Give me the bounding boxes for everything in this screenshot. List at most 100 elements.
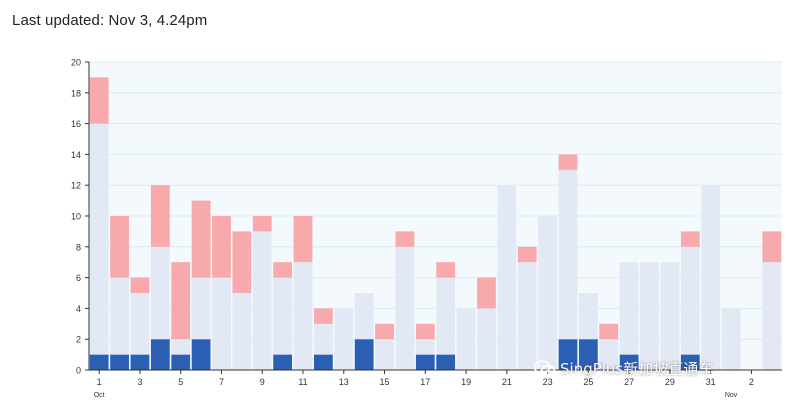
- y-tick-label: 16: [71, 119, 81, 129]
- bar-segment-dark: [89, 354, 109, 370]
- bar-segment-pink: [232, 231, 252, 293]
- bar-segment-light: [436, 277, 456, 355]
- bar-segment-light: [477, 308, 496, 370]
- bar-segment-light: [415, 339, 435, 355]
- bar-segment-pink: [273, 262, 293, 278]
- bar-segment-light: [375, 339, 394, 370]
- bar-segment-light: [660, 262, 680, 370]
- y-tick-label: 18: [71, 88, 81, 98]
- bar-segment-light: [599, 339, 619, 370]
- watermark: SingPlus新加坡直通车: [534, 358, 713, 379]
- bar-segment-pink: [599, 323, 619, 340]
- watermark-text: SingPlus新加坡直通车: [560, 360, 714, 378]
- x-tick-label: 9: [260, 377, 265, 387]
- bar-segment-pink: [110, 216, 129, 278]
- bar-segment-light: [212, 277, 231, 370]
- bar-segment-pink: [191, 200, 211, 278]
- bar-segment-pink: [293, 216, 313, 263]
- x-month-label: Nov: [725, 392, 738, 399]
- bar-segment-pink: [558, 154, 578, 170]
- x-tick-label: 11: [298, 377, 307, 387]
- bar-segment-dark: [578, 339, 598, 370]
- bar-segment-light: [762, 262, 782, 370]
- bar-segment-dark: [415, 354, 435, 370]
- bar-segment-light: [150, 246, 170, 340]
- last-updated-label: Last updated: Nov 3, 4.24pm: [12, 12, 208, 29]
- bar-segment-light: [191, 277, 211, 340]
- x-tick-label: 29: [665, 377, 675, 387]
- x-tick-label: 13: [339, 377, 349, 387]
- bar-segment-dark: [314, 354, 333, 370]
- bar-segment-pink: [517, 246, 537, 263]
- bar-segment-pink: [436, 262, 456, 278]
- bar-segment-dark: [150, 339, 170, 370]
- bar-segment-pink: [252, 216, 272, 232]
- bar-segment-light: [171, 339, 191, 355]
- x-tick-label: 27: [624, 377, 634, 387]
- bar-segment-dark: [171, 354, 191, 370]
- bar-segment-dark: [619, 354, 639, 370]
- bar-segment-light: [334, 308, 354, 370]
- bar-segment-pink: [212, 216, 231, 278]
- bar-segment-light: [130, 293, 150, 355]
- bar-segment-light: [619, 262, 639, 355]
- bar-segment-light: [232, 293, 252, 370]
- bar-segment-pink: [477, 277, 496, 309]
- y-tick-label: 10: [71, 212, 81, 222]
- bar-segment-pink: [375, 323, 394, 340]
- x-tick-label: 25: [583, 377, 593, 387]
- wechat-icon: [534, 359, 556, 377]
- y-tick-label: 20: [71, 58, 81, 68]
- bar-segment-light: [701, 185, 721, 370]
- bar-segment-dark: [110, 354, 129, 370]
- bar-segment-light: [456, 308, 476, 370]
- x-tick-label: 3: [137, 377, 142, 387]
- bar-segment-light: [578, 293, 598, 340]
- y-tick-label: 14: [71, 150, 81, 160]
- x-tick-label: 19: [461, 377, 471, 387]
- bar-segment-light: [497, 185, 517, 370]
- bar-segment-dark: [558, 339, 578, 370]
- bar-segment-pink: [762, 231, 782, 263]
- x-tick-label: 23: [543, 377, 553, 387]
- bar-segment-light: [273, 277, 293, 355]
- bar-segment-pink: [150, 185, 170, 247]
- x-month-label: Oct: [94, 392, 105, 399]
- bar-segment-light: [680, 246, 700, 355]
- bar-segment-dark: [273, 354, 293, 370]
- bar-segment-light: [89, 123, 109, 355]
- x-tick-label: 21: [502, 377, 512, 387]
- bar-segment-light: [293, 262, 313, 370]
- bars: [89, 77, 782, 370]
- bar-segment-dark: [191, 339, 211, 370]
- bar-segment-light: [517, 262, 537, 370]
- x-tick-label: 1: [97, 377, 102, 387]
- bar-segment-light: [640, 262, 659, 370]
- bar-segment-dark: [680, 354, 700, 370]
- x-tick-label: 7: [219, 377, 224, 387]
- bar-segment-light: [110, 277, 129, 355]
- bar-segment-pink: [130, 277, 150, 293]
- bar-segment-light: [252, 231, 272, 370]
- bar-segment-light: [354, 293, 374, 340]
- y-tick-label: 2: [76, 335, 81, 345]
- bar-segment-dark: [354, 339, 374, 370]
- bar-segment-light: [558, 169, 578, 340]
- bar-segment-pink: [89, 77, 109, 124]
- bar-segment-dark: [436, 354, 456, 370]
- y-axis: 0 2 4 6 8 10 12 14 16 18 20: [71, 58, 90, 376]
- x-tick-label: 31: [706, 377, 716, 387]
- x-tick-label: 5: [178, 377, 183, 387]
- x-tick-label: 15: [380, 377, 390, 387]
- bar-segment-pink: [395, 231, 415, 247]
- bar-segment-pink: [680, 231, 700, 247]
- y-tick-label: 6: [76, 273, 81, 283]
- y-tick-label: 0: [76, 366, 81, 376]
- bar-segment-pink: [171, 262, 191, 340]
- bar-segment-light: [395, 246, 415, 370]
- bar-segment-pink: [415, 323, 435, 340]
- y-tick-label: 4: [76, 304, 81, 314]
- bar-segment-pink: [314, 308, 333, 324]
- y-tick-label: 8: [76, 242, 81, 252]
